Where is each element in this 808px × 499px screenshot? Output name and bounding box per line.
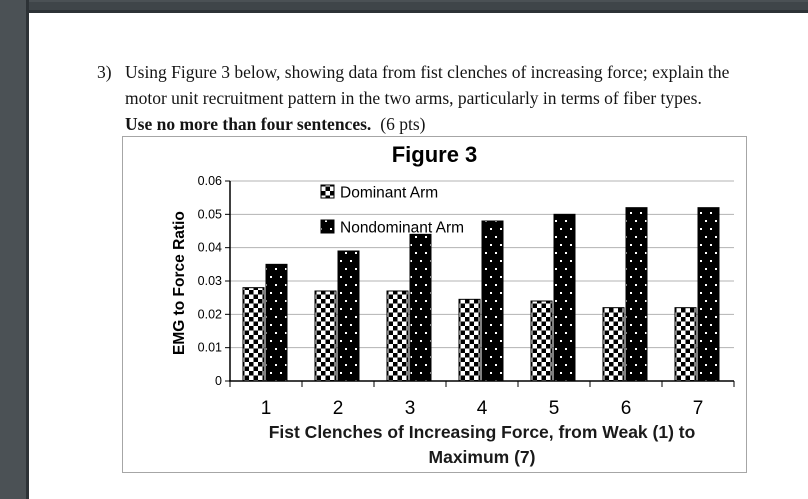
bar-nondominant-5 [553,213,576,382]
y-tick-label: 0.04 [198,241,222,255]
y-tick-label: 0.06 [198,174,222,188]
x-axis-title-line-2: Maximum (7) [428,447,536,467]
bar-nondominant-4 [481,220,504,382]
y-tick-label: 0 [215,374,222,388]
legend-label: Nondominant Arm [340,220,464,237]
question-block: 3) Using Figure 3 below, showing data fr… [97,59,787,137]
y-tick-label: 0.02 [198,307,222,321]
y-tick-label: 0.03 [198,274,222,288]
bar-dominant-3 [386,290,409,382]
bar-nondominant-6 [625,207,648,382]
bar-dominant-5 [530,300,553,382]
x-axis-title-line-1: Fist Clenches of Increasing Force, from … [268,422,696,442]
legend-label: Dominant Arm [340,185,438,202]
question-line-3: Use no more than four sentences. (6 pts) [125,111,787,137]
question-points: (6 pts) [380,114,426,134]
y-axis-title: EMG to Force Ratio [171,211,188,355]
legend-swatch-nondominant [320,219,335,234]
window-left-edge [0,0,29,499]
bar-dominant-7 [674,307,697,382]
x-category-label: 7 [693,398,704,419]
bar-dominant-1 [242,287,265,382]
chart-title: Figure 3 [391,142,478,167]
question-line-1: Using Figure 3 below, showing data from … [125,62,730,82]
y-tick-label: 0.01 [198,341,222,355]
bar-dominant-4 [458,298,481,382]
chart-plot-svg: 0 0.01 0.02 0.03 0.04 0.05 0.06 1 2 3 4 5 6 7 Dominant… [198,174,735,419]
window-top-bar [0,0,808,13]
question-instruction: Use no more than four sentences. [125,114,372,134]
bar-dominant-2 [314,290,337,382]
question-number: 3) [97,62,112,82]
x-category-label: 1 [261,398,272,419]
x-axis-title: Fist Clenches of Increasing Force, from … [230,420,734,470]
question-line-2: motor unit recruitment pattern in the tw… [125,88,702,108]
bar-nondominant-3 [409,233,432,382]
bar-nondominant-1 [265,263,288,382]
bar-nondominant-2 [337,250,360,382]
figure3-chart: 0 0.01 0.02 0.03 0.04 0.05 0.06 1 2 3 4 5 6 7 Dominant… [122,136,747,473]
bar-dominant-6 [602,307,625,382]
x-category-label: 6 [621,398,632,419]
y-tick-label: 0.05 [198,207,222,221]
x-category-label: 5 [549,398,560,419]
x-category-label: 3 [405,398,416,419]
x-category-label: 4 [477,398,488,419]
x-category-label: 2 [333,398,344,419]
bar-nondominant-7 [697,207,720,382]
legend-swatch-dominant [320,184,335,199]
